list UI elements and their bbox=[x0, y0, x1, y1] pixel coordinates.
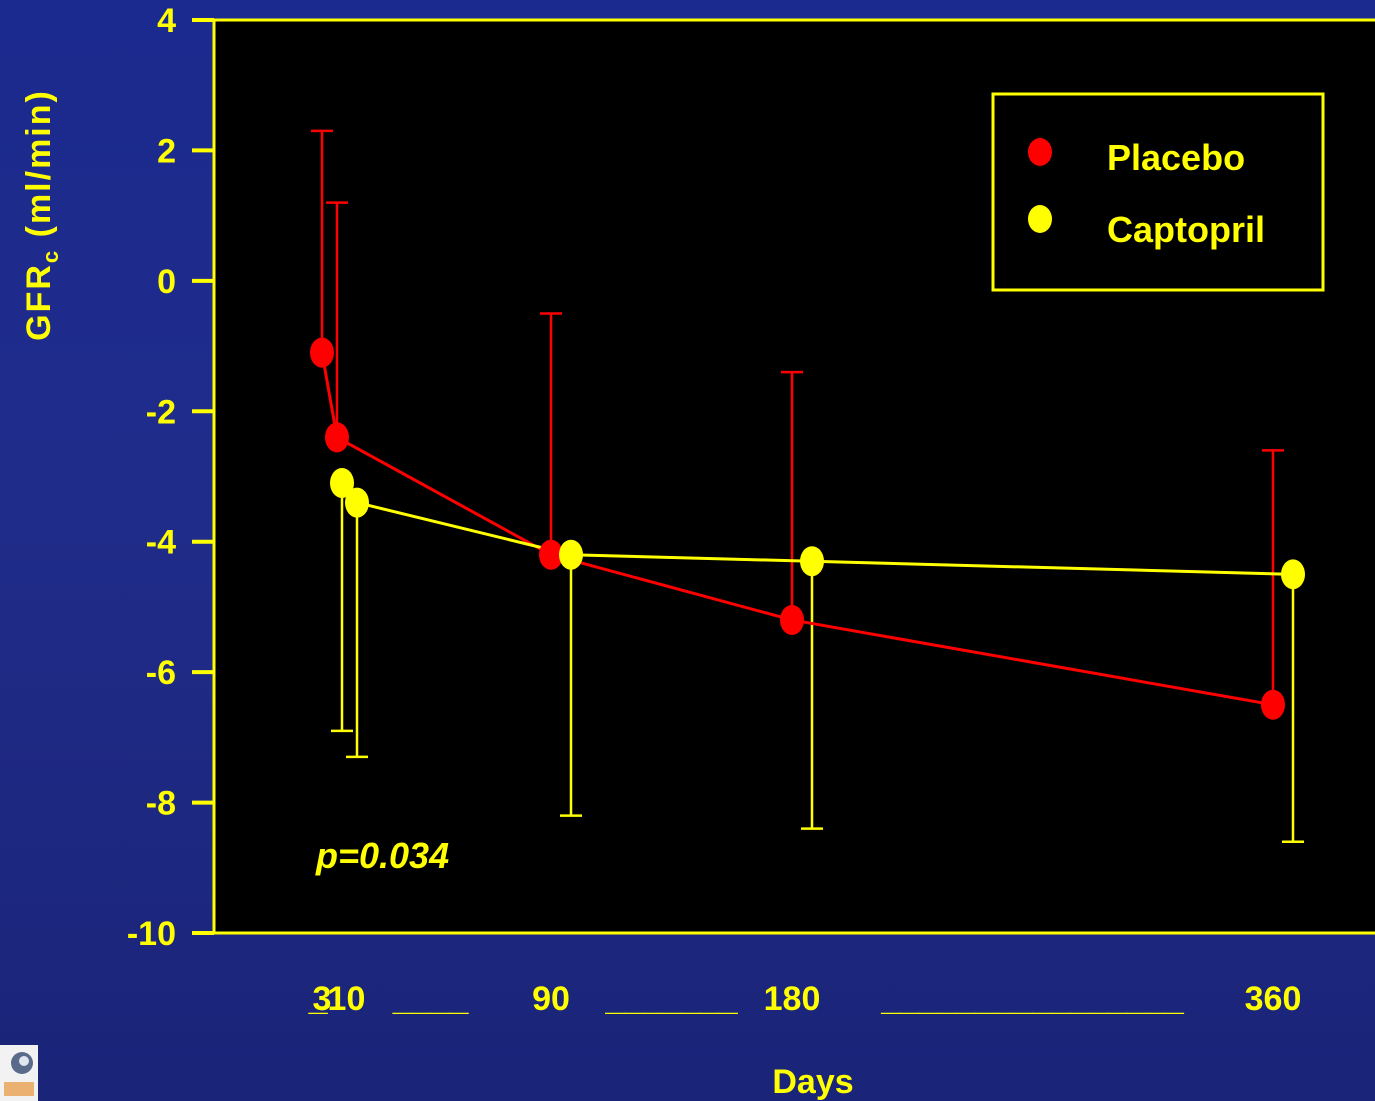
p-value-annotation: p=0.034 bbox=[315, 835, 449, 876]
series-markers bbox=[310, 337, 1305, 720]
y-tick-label: 0 bbox=[157, 263, 176, 301]
x-tick-label: ____ bbox=[392, 980, 470, 1018]
x-tick-label: 90 bbox=[532, 980, 570, 1018]
y-tick-label: 4 bbox=[157, 2, 176, 40]
x-tick-label: 3 bbox=[313, 980, 332, 1018]
y-tick-label: -2 bbox=[146, 393, 176, 431]
y-tick-label: 2 bbox=[157, 132, 176, 170]
x-axis-label: Days bbox=[772, 1063, 853, 1101]
data-point-captopril bbox=[559, 539, 583, 570]
x-axis: 3_10 ____ 90 _______ 180 ________________ 360 bbox=[308, 980, 1302, 1018]
y-axis-label-unit: (ml/min) bbox=[20, 89, 58, 249]
data-point-placebo bbox=[780, 604, 804, 635]
legend-box bbox=[991, 92, 1325, 292]
legend-marker-captopril bbox=[1028, 205, 1052, 233]
y-tick-label: -6 bbox=[146, 654, 176, 692]
error-bars bbox=[311, 129, 1304, 843]
logo-dots bbox=[4, 1082, 34, 1096]
data-point-captopril bbox=[330, 468, 354, 499]
y-axis: 4 2 0 -2 -4 -6 -8 -10 bbox=[127, 2, 214, 953]
data-point-placebo bbox=[1261, 689, 1285, 720]
data-point-placebo bbox=[539, 539, 563, 570]
x-tick-label: ________________ bbox=[880, 980, 1185, 1018]
y-tick-label: -10 bbox=[127, 915, 176, 953]
legend: Placebo Captopril bbox=[991, 92, 1325, 292]
data-point-captopril bbox=[800, 546, 824, 577]
y-axis-label-subscript: c bbox=[38, 249, 63, 263]
legend-marker-placebo bbox=[1028, 138, 1052, 166]
y-axis-label: GFRc (ml/min) bbox=[20, 89, 63, 341]
y-tick-label: -8 bbox=[146, 785, 176, 823]
x-tick-label: _10 bbox=[308, 980, 366, 1018]
logo-shape-inner bbox=[19, 1056, 29, 1066]
x-tick-label: _______ bbox=[604, 980, 738, 1018]
corner-logo bbox=[0, 1045, 38, 1101]
y-axis-label-main: GFR bbox=[20, 263, 58, 341]
data-point-captopril bbox=[1281, 559, 1305, 590]
data-point-captopril bbox=[345, 487, 369, 518]
x-tick-label: 180 bbox=[764, 980, 821, 1018]
legend-label-placebo: Placebo bbox=[1107, 137, 1245, 178]
x-tick-label: 360 bbox=[1245, 980, 1302, 1018]
y-tick-label: -4 bbox=[146, 524, 176, 562]
data-point-placebo bbox=[310, 337, 334, 368]
data-point-placebo bbox=[325, 422, 349, 453]
legend-label-captopril: Captopril bbox=[1107, 209, 1265, 250]
